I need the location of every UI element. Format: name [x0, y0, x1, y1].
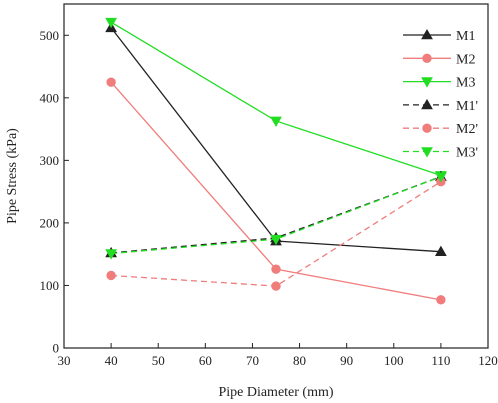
data-point-m1	[434, 245, 447, 256]
data-point-m2	[106, 77, 116, 87]
legend-label: M1'	[456, 99, 478, 114]
data-point-m3-prime	[105, 249, 118, 260]
data-point-m2	[436, 295, 446, 305]
data-point-m3	[105, 17, 118, 29]
x-tick-label: 30	[58, 353, 71, 368]
data-point-m3-prime	[270, 234, 282, 246]
series-m2	[106, 77, 446, 305]
y-tick-label: 100	[40, 278, 60, 293]
data-point-m2	[271, 264, 281, 274]
legend-swatch-marker	[421, 147, 433, 158]
y-axis-title: Pipe Stress (kPa)	[5, 128, 20, 224]
legend-item-m3-prime: M3'	[403, 146, 478, 161]
legend-label: M3'	[456, 146, 478, 161]
legend-item-m3: M3	[403, 76, 475, 91]
series-m1	[105, 21, 447, 256]
legend-swatch-marker	[422, 123, 432, 133]
legend-label: M2	[456, 52, 475, 67]
legend-label: M3	[456, 76, 475, 91]
x-tick-label: 80	[293, 353, 306, 368]
x-tick-label: 100	[384, 353, 404, 368]
data-point-m3-prime	[434, 172, 447, 183]
x-tick-label: 50	[152, 353, 165, 368]
x-axis-title: Pipe Diameter (mm)	[218, 385, 333, 400]
x-tick-label: 60	[199, 353, 212, 368]
series-line-m3	[110, 21, 442, 176]
series-line-m1	[110, 27, 441, 253]
axis-layer: 30 40 50 60 70 80 90 100 110 120 0 100 200 300 400 500	[40, 28, 498, 368]
plot-frame	[63, 3, 489, 349]
legend-item-m1-prime: M1'	[403, 98, 478, 114]
y-tick-label: 0	[53, 341, 60, 356]
x-tick-label: 70	[246, 353, 259, 368]
y-tick-label: 200	[40, 215, 60, 230]
data-point-m3	[270, 116, 282, 127]
legend-item-m1: M1	[403, 28, 475, 44]
legend-swatch-marker	[422, 53, 432, 64]
legend-label: M1	[456, 29, 475, 44]
legend: M1 M2 M3 M1' M2' M3'	[403, 28, 478, 161]
legend-item-m2-prime: M2'	[403, 122, 478, 137]
series-m3	[105, 17, 447, 182]
series-layer	[105, 17, 447, 305]
x-tick-label: 40	[105, 353, 118, 368]
y-tick-label: 300	[40, 153, 60, 168]
y-tick-label: 500	[40, 28, 60, 43]
legend-label: M2'	[456, 122, 478, 137]
x-tick-label: 90	[340, 353, 353, 368]
data-point-m2-prime	[106, 270, 116, 281]
legend-swatch-marker	[421, 77, 433, 88]
x-tick-label: 110	[431, 353, 450, 368]
series-m2-prime	[106, 176, 446, 291]
legend-swatch-marker	[421, 28, 433, 40]
series-m3-prime	[105, 172, 447, 260]
x-tick-label: 120	[478, 353, 498, 368]
legend-swatch-marker	[421, 98, 433, 110]
y-tick-label: 400	[40, 90, 60, 105]
data-point-m2-prime	[271, 281, 281, 291]
legend-item-m2: M2	[403, 52, 475, 67]
